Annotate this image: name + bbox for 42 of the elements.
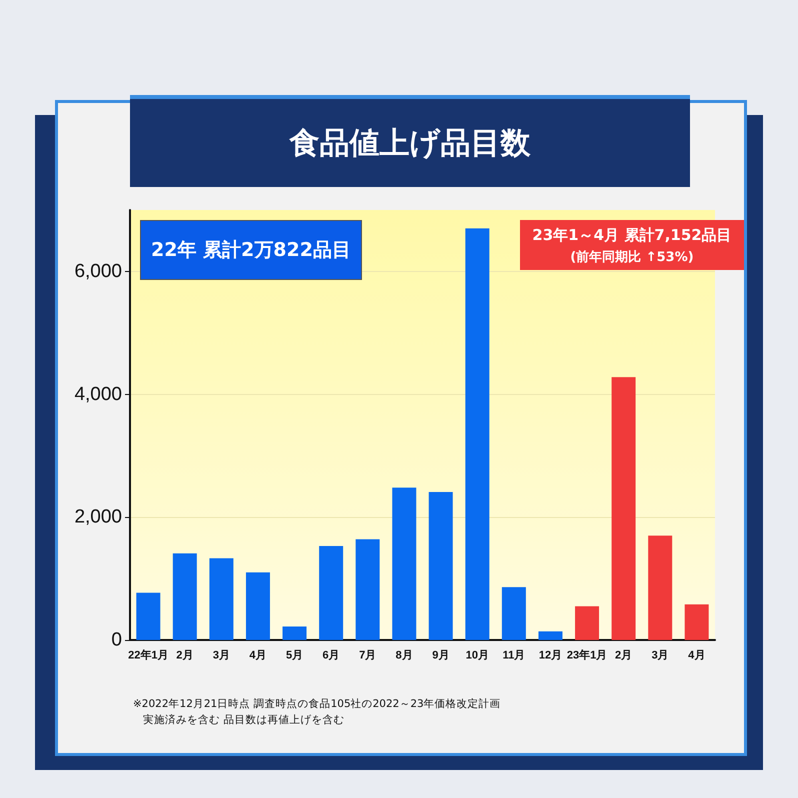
x-tick-label: 9月 <box>432 650 450 662</box>
x-tick-label: 2月 <box>176 650 194 662</box>
bar <box>356 539 380 640</box>
x-tick-label: 12月 <box>538 650 562 662</box>
bar <box>246 572 270 640</box>
x-tick-label: 5月 <box>286 650 304 662</box>
annotation: 23年1～4月 累計7,152品目 <box>531 226 733 245</box>
y-tick-label: 6,000 <box>74 260 122 282</box>
bar <box>282 626 307 640</box>
x-tick-label: 3月 <box>212 650 230 662</box>
bar <box>502 587 526 640</box>
x-tick-label: 6月 <box>322 650 340 662</box>
bar <box>684 604 709 640</box>
chart-title: 食品値上げ品目数 <box>130 95 690 187</box>
annotation: (前年同期比 ↑53%) <box>569 249 695 266</box>
bar <box>575 606 600 640</box>
bar <box>136 592 160 640</box>
y-tick-label: 2,000 <box>74 506 122 528</box>
x-tick-label: 4月 <box>688 650 706 662</box>
x-tick-label: 7月 <box>359 650 376 662</box>
x-tick-label: 4月 <box>249 650 267 662</box>
bar <box>465 228 490 640</box>
x-tick-label: 10月 <box>466 650 489 662</box>
x-tick-label: 8月 <box>396 650 413 662</box>
bar <box>392 488 416 640</box>
bar <box>209 558 234 640</box>
x-tick-label: 11月 <box>502 650 526 662</box>
bar <box>648 536 672 640</box>
annotation: 22年 累計2万822品目 <box>140 220 362 280</box>
x-tick-label: 22年1月 <box>128 648 168 662</box>
bar <box>538 631 562 640</box>
x-tick-label: 2月 <box>615 650 632 662</box>
bar <box>172 553 197 640</box>
bar <box>612 377 636 640</box>
y-tick-label: 4,000 <box>74 384 122 405</box>
text: 実施済みを含む 品目数は再値上げを含む <box>143 713 344 727</box>
bar <box>428 492 453 640</box>
text: ※2022年12月21日時点 調査時点の食品105社の2022～23年価格改定計画 <box>133 697 501 711</box>
y-tick-label: 0 <box>111 630 122 650</box>
x-tick-label: 3月 <box>652 650 669 662</box>
x-tick-label: 23年1月 <box>566 648 608 662</box>
bar <box>319 546 344 640</box>
